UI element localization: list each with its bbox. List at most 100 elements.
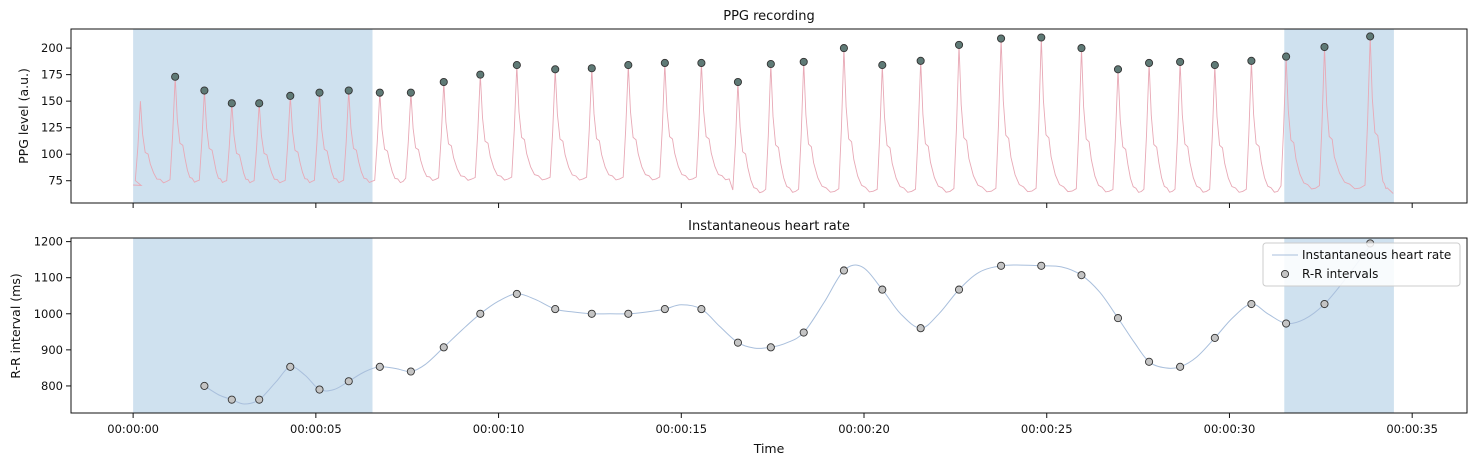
hr-x-tick-label: 00:00:35 [1386, 422, 1438, 436]
ppg-peak-marker [1077, 44, 1086, 53]
ppg-peak-marker [1037, 33, 1046, 42]
rr-interval-point [200, 381, 209, 390]
ppg-peak-marker [344, 86, 353, 95]
ppg-shaded-region-2 [1284, 29, 1394, 203]
rr-interval-point [476, 309, 485, 318]
ppg-peak-marker [697, 58, 706, 68]
ppg-peak-marker [171, 72, 180, 81]
ppg-y-axis-label: PPG level (a.u.) [16, 68, 31, 164]
hr-x-tick-label: 00:00:10 [473, 422, 525, 436]
legend-label-heart-rate: Instantaneous heart rate [1302, 248, 1451, 262]
hr-x-tick-label: 00:00:15 [655, 422, 707, 436]
rr-interval-point [439, 343, 448, 352]
hr-y-ticks: 800 900 1000 1100 1200 [34, 235, 71, 393]
hr-plot [200, 239, 1375, 405]
ppg-peak-marker [660, 58, 669, 68]
rr-interval-point [1247, 299, 1256, 309]
hr-shaded-region-1 [133, 238, 373, 413]
rr-interval-point [997, 261, 1006, 270]
hr-x-tick-label: 00:00:20 [838, 422, 890, 436]
legend-marker-swatch [1280, 269, 1290, 279]
rr-interval-point [406, 367, 415, 376]
ppg-title: PPG recording [723, 9, 815, 24]
ppg-y-tick-label: 150 [41, 94, 63, 108]
ppg-y-tick-label: 175 [41, 68, 63, 82]
ppg-peak-marker [1282, 52, 1291, 61]
ppg-peak-marker [766, 59, 775, 69]
rr-interval-point [587, 309, 596, 318]
ppg-y-ticks: 75 100 125 150 175 200 [41, 41, 71, 188]
ppg-peak-marker [200, 86, 209, 95]
heart-rate-line [204, 244, 1371, 405]
ppg-x-ticks [132, 203, 1413, 208]
ppg-y-tick-label: 100 [41, 147, 63, 161]
hr-y-axis-label: R-R interval (ms) [8, 273, 23, 378]
hr-x-tick-label: 00:00:00 [107, 422, 159, 436]
ppg-peak-marker [1210, 61, 1219, 70]
hr-y-tick-label: 800 [41, 379, 63, 393]
ppg-axes-frame [70, 28, 1468, 204]
rr-interval-point [799, 328, 808, 337]
ppg-peak-marker [406, 88, 415, 97]
ppg-peak-marker [512, 61, 521, 70]
ppg-signal-line [133, 36, 1394, 194]
ppg-peak-marker [255, 99, 264, 108]
hr-y-tick-label: 900 [41, 343, 63, 357]
rr-interval-point [1113, 314, 1123, 323]
rr-interval-point [315, 385, 324, 394]
hr-title: Instantaneous heart rate [688, 219, 850, 234]
rr-interval-point [227, 395, 236, 404]
rr-interval-point [551, 305, 560, 314]
x-axis-label: Time [753, 441, 785, 456]
rr-interval-point [375, 362, 384, 371]
rr-interval-point [916, 324, 925, 333]
rr-interval-point [1176, 362, 1185, 371]
hr-x-tick-label: 00:00:25 [1021, 422, 1073, 436]
rr-interval-point [286, 362, 295, 371]
rr-interval-point [766, 343, 775, 352]
legend-box [1262, 242, 1461, 287]
ppg-peak-marker [286, 91, 295, 100]
ppg-peak-marker [839, 44, 848, 53]
rr-interval-point [1282, 319, 1291, 328]
ppg-peak-marker [1247, 56, 1256, 65]
ppg-peak-marker [439, 77, 448, 87]
hr-y-tick-label: 1200 [34, 235, 63, 249]
ppg-peak-marker [624, 61, 633, 70]
ppg-peak-marker [916, 56, 925, 65]
rr-interval-point [1077, 271, 1086, 280]
ppg-peak-marker [954, 40, 964, 49]
rr-interval-point [1320, 299, 1329, 309]
ppg-peak-marker [551, 65, 560, 74]
legend-label-rr-intervals: R-R intervals [1302, 267, 1378, 281]
ppg-y-tick-label: 125 [41, 121, 63, 135]
ppg-peak-marker [1366, 32, 1375, 41]
rr-interval-point [839, 266, 848, 275]
legend: Instantaneous heart rate R-R intervals [1262, 242, 1461, 287]
rr-interval-point [255, 395, 264, 404]
rr-interval-point [344, 377, 353, 386]
ppg-peak-marker [476, 70, 485, 79]
hr-x-tick-label: 00:00:30 [1204, 422, 1256, 436]
ppg-peak-marker [587, 64, 596, 73]
ppg-peak-marker [375, 88, 384, 97]
ppg-y-tick-label: 200 [41, 41, 63, 55]
rr-interval-point [697, 305, 706, 314]
ppg-peak-marker [1320, 42, 1329, 52]
hr-x-ticks: 00:00:00 00:00:05 00:00:10 00:00:15 00:00:20… [107, 413, 1438, 436]
ppg-peak-marker [227, 99, 236, 108]
ppg-shaded-region-1 [133, 29, 373, 203]
ppg-plot [133, 32, 1394, 194]
ppg-panel: 75 100 125 150 175 200 PPG recording PPG leve… [16, 9, 1468, 208]
ppg-peak-marker [1113, 65, 1123, 74]
hr-x-tick-label: 00:00:05 [290, 422, 342, 436]
rr-interval-point [512, 289, 521, 298]
rr-interval-point [733, 338, 742, 347]
rr-interval-point [660, 305, 669, 314]
hr-y-tick-label: 1100 [34, 271, 63, 285]
rr-interval-point [1210, 333, 1219, 342]
rr-interval-point [878, 285, 887, 294]
ppg-peak-marker [1176, 57, 1185, 66]
rr-interval-point [954, 285, 964, 294]
